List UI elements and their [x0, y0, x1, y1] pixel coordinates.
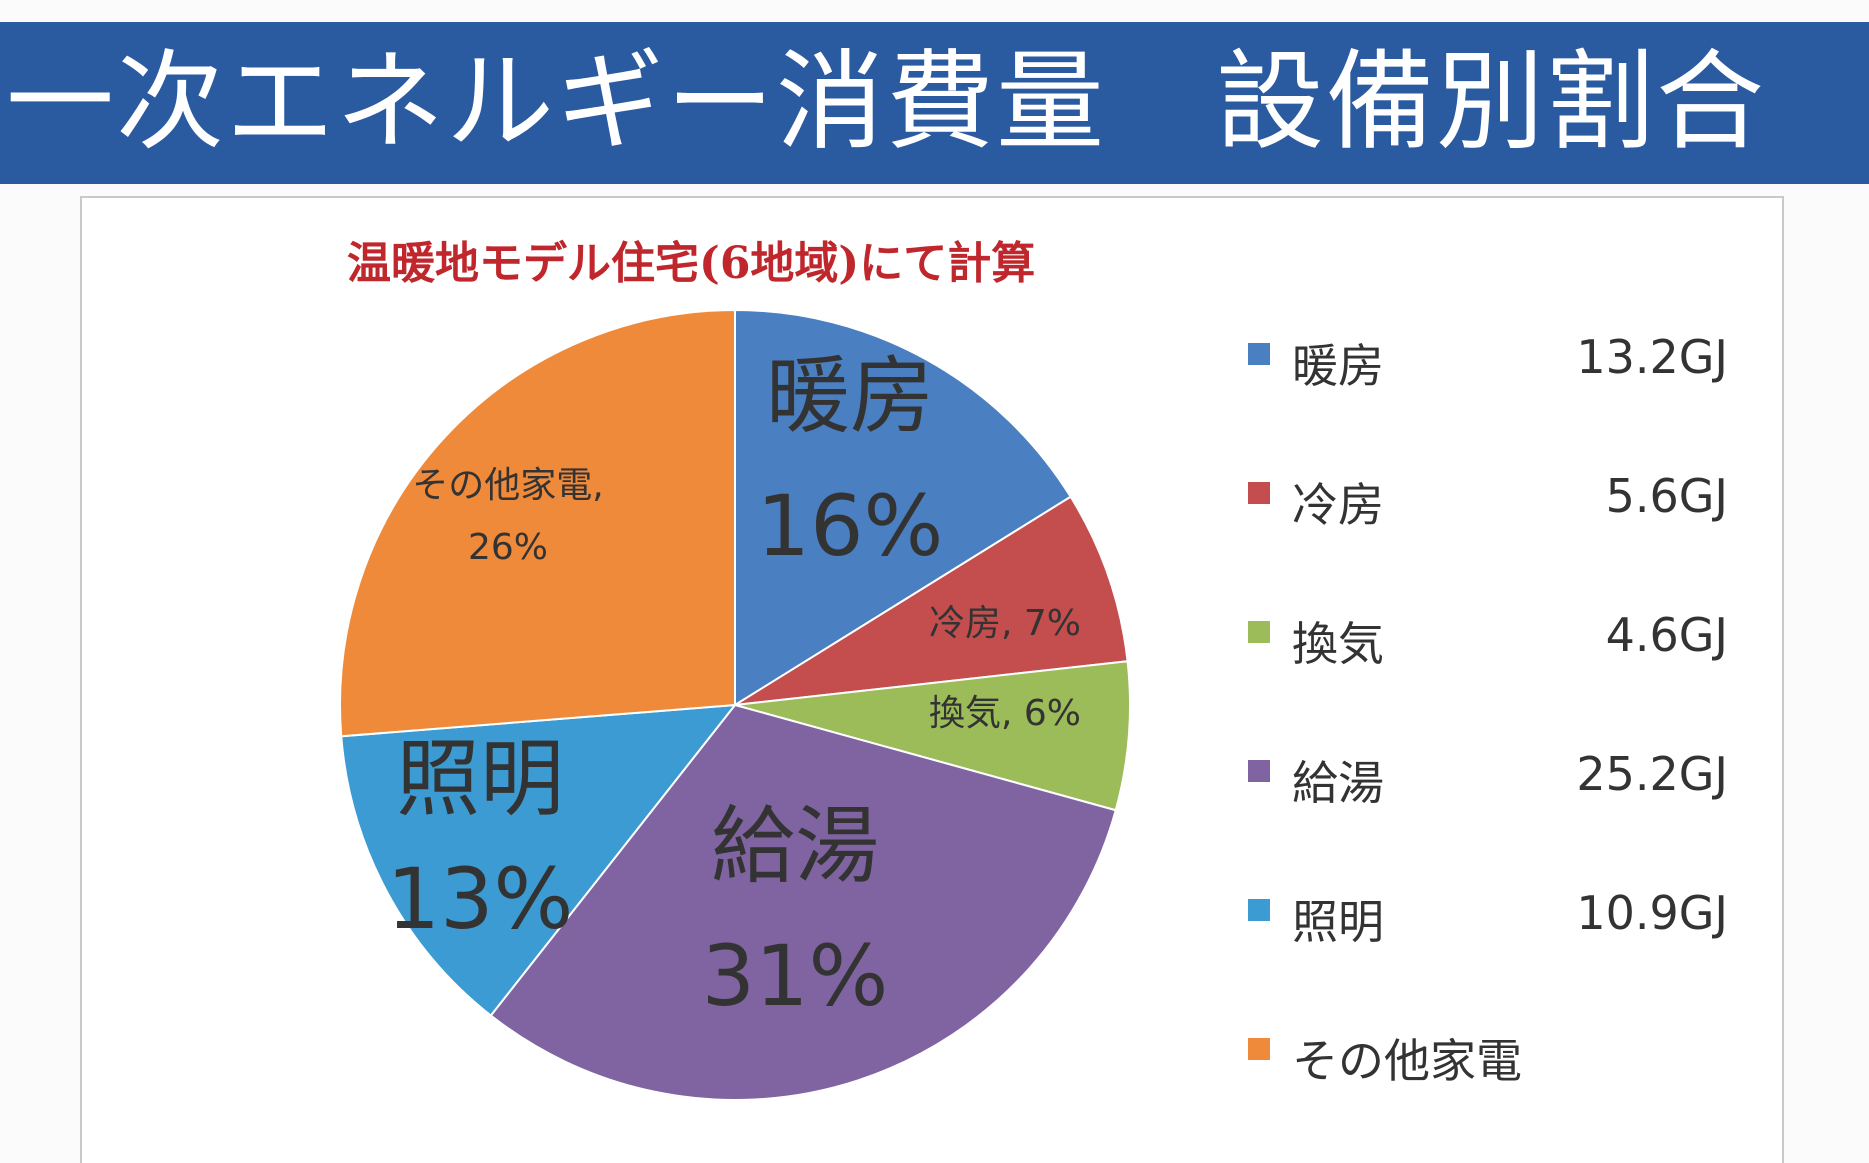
- slice-data-label: 照明 13%: [387, 730, 574, 948]
- slice-data-label: その他家電, 26%: [412, 465, 603, 568]
- legend-item: 換気 4.6GJ: [1248, 598, 1728, 737]
- legend-item: 給湯 25.2GJ: [1248, 737, 1728, 876]
- pie-slices: [339, 308, 1132, 1101]
- title-banner: 一次エネルギー消費量 設備別割合: [0, 22, 1869, 184]
- slice-data-label: 暖房 16%: [757, 347, 944, 575]
- pie-slice-4: [489, 703, 1117, 1101]
- legend-swatch: [1248, 482, 1270, 504]
- legend-value: 13.2GJ: [1576, 330, 1728, 384]
- pie-slice-3: [734, 660, 1132, 812]
- legend-label: 給湯: [1292, 756, 1384, 810]
- legend-value: 4.6GJ: [1605, 608, 1728, 662]
- legend-item: 冷房 5.6GJ: [1248, 459, 1728, 598]
- pie-labels: 暖房 16% 冷房, 7% 換気, 6% 給湯 31% 照明 13% その他家電, 26%: [387, 347, 1081, 1025]
- slice-data-label: 換気, 6%: [929, 693, 1081, 734]
- legend-value: 25.2GJ: [1576, 747, 1728, 801]
- pie-slice-6: [339, 308, 736, 738]
- legend-swatch: [1248, 343, 1270, 365]
- page-title: 一次エネルギー消費量 設備別割合: [6, 40, 1767, 165]
- legend-swatch: [1248, 760, 1270, 782]
- legend-label: 換気: [1292, 617, 1384, 671]
- pie-slice-5: [340, 703, 738, 1017]
- chart-title: 温暖地モデル住宅(6地域)にて計算: [347, 238, 1036, 289]
- legend-item: 照明 10.9GJ: [1248, 876, 1728, 1015]
- legend-swatch: [1248, 1038, 1270, 1060]
- pie-slice-1: [734, 308, 1073, 707]
- pie-slice-2: [734, 495, 1129, 706]
- legend-swatch: [1248, 621, 1270, 643]
- legend-item: その他家電: [1248, 1015, 1728, 1154]
- legend-item: 暖房 13.2GJ: [1248, 320, 1728, 459]
- legend-label: 照明: [1292, 895, 1384, 949]
- slice-data-label: 冷房, 7%: [929, 603, 1081, 644]
- legend-label: 暖房: [1292, 339, 1384, 393]
- slice-data-label: 給湯 31%: [702, 797, 889, 1025]
- legend-label: 冷房: [1292, 478, 1384, 532]
- legend-value: 5.6GJ: [1605, 469, 1728, 523]
- legend-value: 10.9GJ: [1576, 886, 1728, 940]
- legend-swatch: [1248, 899, 1270, 921]
- legend-label: その他家電: [1292, 1034, 1522, 1088]
- chart-legend: 暖房 13.2GJ 冷房 5.6GJ 換気 4.6GJ 給湯 25.2GJ 照明 10.9GJ その…: [1248, 320, 1728, 1154]
